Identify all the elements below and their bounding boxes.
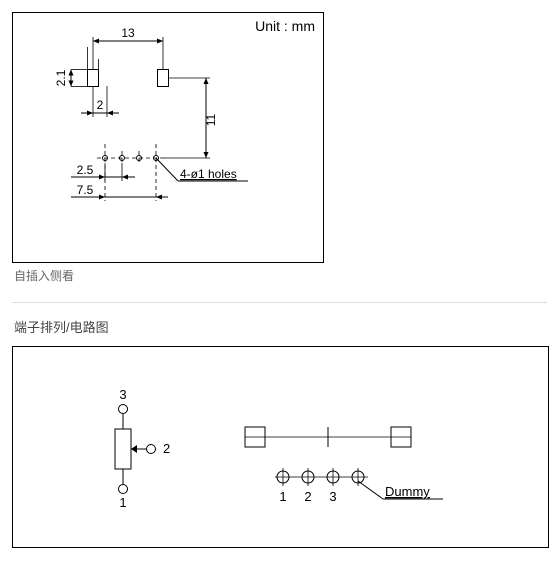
bottom-drawing-svg: 3 1 2 (13, 347, 548, 547)
bottom-drawing-panel: 3 1 2 (12, 346, 549, 548)
circuit-symbol: 3 1 2 (115, 387, 170, 510)
dim-2-1: 2.1 (54, 69, 68, 86)
dim-13: 13 (121, 26, 135, 40)
top-caption: 自插入侧看 (14, 267, 547, 284)
pad-left (88, 70, 99, 87)
foot-pin2-label: 2 (304, 489, 311, 504)
top-drawing-svg: Unit : mm 13 2.1 11 (13, 13, 323, 262)
top-drawing-panel: Unit : mm 13 2.1 11 (12, 12, 324, 263)
section-title: 端子排列/电路图 (14, 317, 547, 336)
dim-11: 11 (204, 113, 218, 126)
dummy-label: Dummy (385, 484, 430, 499)
footprint: 1 2 3 Dummy (245, 427, 443, 504)
dim-7-5: 7.5 (77, 183, 94, 197)
unit-label: Unit : mm (255, 18, 315, 34)
circuit-pin1-label: 1 (119, 495, 126, 510)
foot-pin1-label: 1 (279, 489, 286, 504)
dim-2-5: 2.5 (77, 163, 94, 177)
foot-pin3-label: 3 (329, 489, 336, 504)
holes-label: 4-ø1 holes (180, 167, 237, 181)
divider (12, 302, 547, 303)
circuit-pin3-label: 3 (119, 387, 126, 402)
circuit-pin2-label: 2 (163, 441, 170, 456)
dim-2: 2 (97, 98, 104, 112)
pad-right (158, 70, 169, 87)
hole-row (97, 144, 164, 201)
